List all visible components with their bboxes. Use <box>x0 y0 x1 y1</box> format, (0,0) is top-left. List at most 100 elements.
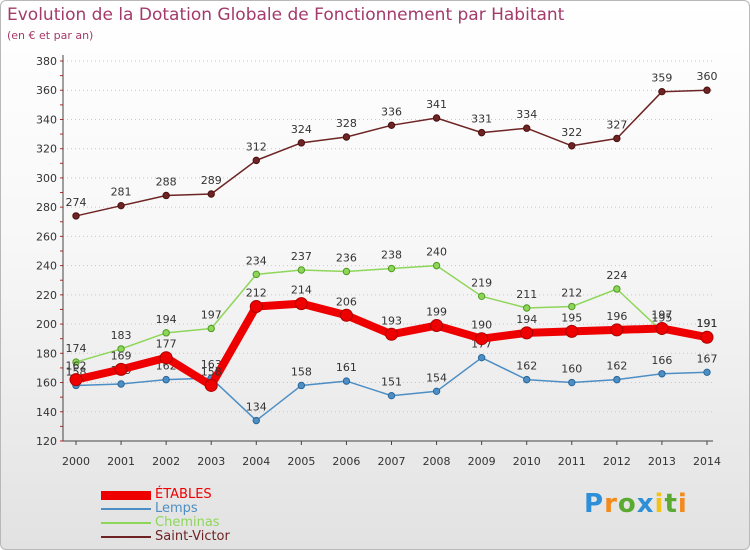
data-point-lemps <box>162 375 170 384</box>
data-label--tables: 158 <box>201 365 222 378</box>
data-label-saint-victor: 289 <box>201 174 222 187</box>
data-point-cheminas <box>568 302 576 311</box>
data-point-saint-victor <box>72 212 80 220</box>
x-tick-label: 2009 <box>468 455 496 468</box>
y-tick-label: 300 <box>36 172 57 185</box>
data-point-cheminas <box>252 270 260 279</box>
x-tick-label: 2003 <box>197 455 225 468</box>
logo-letter: o <box>617 489 637 519</box>
data-label-saint-victor: 331 <box>471 113 492 126</box>
data-label-saint-victor: 336 <box>381 105 402 118</box>
data-point--tables <box>430 319 444 333</box>
logo-letter: i <box>677 489 688 519</box>
data-point--tables <box>655 321 669 335</box>
data-point-lemps <box>613 375 621 384</box>
data-label-cheminas: 212 <box>561 287 582 300</box>
data-label-cheminas: 174 <box>66 342 87 355</box>
data-label-lemps: 160 <box>561 363 582 376</box>
data-label--tables: 214 <box>291 284 312 297</box>
data-point--tables <box>69 373 83 387</box>
data-label--tables: 169 <box>111 349 132 362</box>
x-tick-label: 2004 <box>242 455 270 468</box>
legend-item-saint-victor: Saint-Victor <box>101 530 230 544</box>
data-label-cheminas: 195 <box>651 311 672 324</box>
data-label--tables: 191 <box>697 317 718 330</box>
x-tick-label: 2005 <box>287 455 315 468</box>
data-label-cheminas: 219 <box>471 276 492 289</box>
data-point-saint-victor <box>703 86 711 94</box>
x-tick-label: 2014 <box>693 455 721 468</box>
legend-item-cheminas: Cheminas <box>101 516 230 530</box>
data-point--tables <box>385 327 398 341</box>
data-point-lemps <box>342 377 351 385</box>
data-point-saint-victor <box>523 124 531 132</box>
data-point-saint-victor <box>342 133 351 141</box>
y-tick-label: 120 <box>36 435 57 448</box>
data-point-saint-victor <box>613 134 621 143</box>
y-tick-label: 360 <box>36 84 57 97</box>
data-label--tables: 194 <box>516 313 537 326</box>
data-label-lemps: 161 <box>336 361 357 374</box>
x-tick-label: 2000 <box>62 455 90 468</box>
data-label-lemps: 162 <box>516 360 537 373</box>
data-point-cheminas <box>477 292 486 301</box>
data-point-saint-victor <box>658 87 666 96</box>
data-point-cheminas <box>162 329 170 337</box>
data-point-lemps <box>703 368 711 377</box>
logo-letter: i <box>654 489 665 519</box>
data-point-lemps <box>477 353 486 362</box>
data-point--tables <box>339 308 353 322</box>
data-point-cheminas <box>432 261 441 270</box>
legend-swatch-lemps <box>101 508 151 510</box>
data-label-cheminas: 236 <box>336 251 357 264</box>
x-tick-label: 2013 <box>648 455 676 468</box>
data-point-saint-victor <box>387 121 396 130</box>
logo-letter: x <box>636 489 655 519</box>
data-label-cheminas: 240 <box>426 246 447 259</box>
logo-letter: P <box>584 489 605 519</box>
x-tick-label: 2006 <box>332 455 360 468</box>
data-label--tables: 199 <box>426 306 447 319</box>
data-label-saint-victor: 360 <box>697 70 718 83</box>
data-point-lemps <box>297 381 306 390</box>
data-point-lemps <box>117 380 125 388</box>
data-label-lemps: 154 <box>426 371 447 384</box>
data-point--tables <box>294 297 308 311</box>
legend-label-saint-victor: Saint-Victor <box>155 529 230 544</box>
y-tick-label: 160 <box>36 377 57 390</box>
legend-label-etables: ÉTABLES <box>155 487 212 502</box>
y-tick-label: 280 <box>36 201 57 214</box>
data-point--tables <box>610 323 624 337</box>
data-label--tables: 212 <box>246 287 267 300</box>
logo-letter: r <box>604 489 618 519</box>
data-point-lemps <box>252 416 260 425</box>
data-label-saint-victor: 281 <box>111 186 132 199</box>
data-label-cheminas: 183 <box>111 329 132 342</box>
data-label-lemps: 166 <box>651 354 672 367</box>
data-point-lemps <box>658 370 666 378</box>
data-point-saint-victor <box>117 201 125 210</box>
data-point-cheminas <box>297 266 306 274</box>
x-tick-label: 2011 <box>558 455 586 468</box>
y-tick-label: 380 <box>36 55 57 68</box>
data-label--tables: 206 <box>336 295 357 308</box>
data-label-saint-victor: 359 <box>651 72 672 85</box>
data-point-lemps <box>432 387 441 396</box>
data-label-saint-victor: 327 <box>606 118 627 131</box>
data-label--tables: 162 <box>66 360 87 373</box>
data-point-saint-victor <box>162 191 170 200</box>
data-point-cheminas <box>523 304 531 312</box>
data-label-lemps: 162 <box>606 360 627 373</box>
data-point-lemps <box>568 378 576 387</box>
proxiti-logo: Proxiti <box>584 489 688 519</box>
legend-swatch-saint-victor <box>101 536 151 538</box>
data-label-lemps: 134 <box>246 401 267 414</box>
data-label-cheminas: 191 <box>697 317 718 330</box>
y-tick-label: 180 <box>36 347 57 360</box>
data-point-cheminas <box>117 345 125 353</box>
legend-item-lemps: Lemps <box>101 502 230 516</box>
y-tick-label: 200 <box>36 318 57 331</box>
x-tick-label: 2012 <box>603 455 631 468</box>
data-label--tables: 196 <box>606 310 627 323</box>
